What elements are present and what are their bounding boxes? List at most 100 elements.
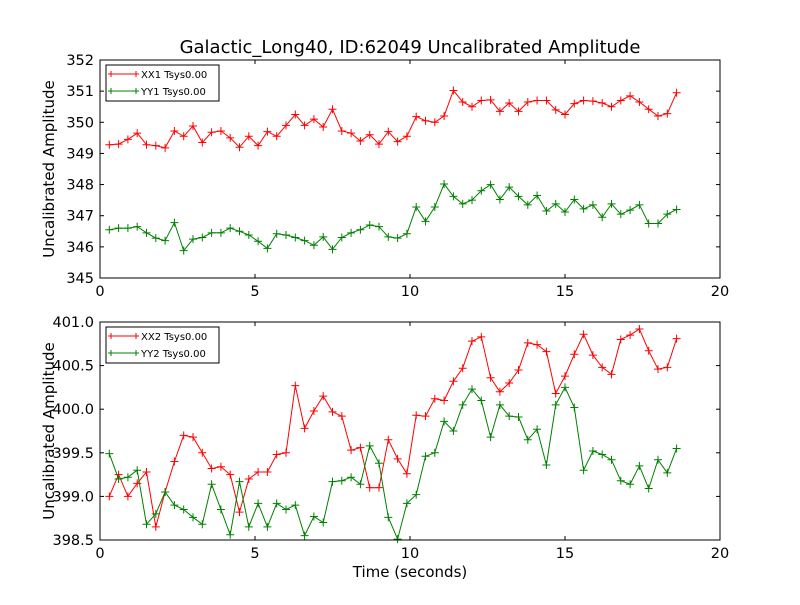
series-line-1 <box>108 328 678 528</box>
data-point-marker <box>551 199 560 208</box>
data-point-marker <box>468 385 476 394</box>
data-point-marker <box>663 109 672 118</box>
data-point-marker <box>393 454 402 463</box>
data-point-marker <box>161 236 170 245</box>
legend-box <box>105 64 220 102</box>
data-point-marker <box>514 107 523 116</box>
data-point-marker <box>375 222 383 231</box>
data-point-marker <box>672 88 681 97</box>
x-axis-label: Time (seconds) <box>352 563 468 581</box>
data-point-marker <box>272 132 281 141</box>
data-point-marker <box>412 202 421 211</box>
data-point-marker <box>356 136 365 145</box>
x-tick-label: 10 <box>401 284 419 300</box>
data-point-marker <box>588 447 597 456</box>
data-point-marker <box>421 412 430 421</box>
data-point-marker <box>300 424 309 433</box>
data-point-marker <box>254 467 263 476</box>
data-point-marker <box>505 98 514 107</box>
data-point-marker <box>216 228 225 237</box>
x-tick-label: 15 <box>556 546 574 562</box>
data-point-marker <box>282 121 290 130</box>
data-point-marker <box>105 225 114 234</box>
data-point-marker <box>272 229 281 238</box>
legend-swatch-marker <box>108 333 139 339</box>
data-point-marker <box>216 127 225 136</box>
data-point-marker <box>588 351 597 360</box>
y-tick-label: 345 <box>66 271 94 287</box>
x-tick-label: 0 <box>95 284 104 300</box>
data-point-marker <box>244 522 253 531</box>
data-point-marker <box>505 379 514 388</box>
x-tick-label: 15 <box>556 284 574 300</box>
data-point-marker <box>170 501 179 510</box>
data-point-marker <box>254 237 263 246</box>
legend-box <box>105 326 220 364</box>
data-point-marker <box>365 221 374 230</box>
data-point-marker <box>644 105 653 114</box>
data-point-marker <box>607 102 616 111</box>
data-point-marker <box>505 412 514 421</box>
data-point-marker <box>151 141 160 150</box>
data-point-marker <box>384 127 393 136</box>
y-axis-label: Uncalibrated Amplitude <box>40 80 58 257</box>
data-point-marker <box>588 97 597 106</box>
legend: XX2 Tsys0.00 YY2 Tsys0.00 <box>105 326 220 364</box>
data-point-marker <box>449 377 458 386</box>
data-point-marker <box>663 363 672 372</box>
data-point-marker <box>626 331 635 340</box>
data-point-marker <box>626 206 635 215</box>
data-point-marker <box>551 389 560 398</box>
data-point-marker <box>514 365 523 374</box>
data-point-marker <box>133 222 142 231</box>
y-axis-label: Uncalibrated Amplitude <box>40 342 58 519</box>
data-point-marker <box>189 513 197 522</box>
data-point-marker <box>421 217 430 226</box>
y-tick-label: 400.0 <box>52 402 94 418</box>
y-tick-label: 400.5 <box>52 359 94 375</box>
data-point-marker <box>384 435 393 444</box>
data-point-marker <box>226 133 235 142</box>
data-point-marker <box>189 433 197 442</box>
data-point-marker <box>309 406 318 415</box>
data-point-marker <box>309 241 318 250</box>
data-point-marker <box>207 228 216 237</box>
data-point-marker <box>189 235 197 244</box>
chart-title: Galactic_Long40, ID:62049 Uncalibrated A… <box>180 37 641 58</box>
legend-swatch-marker <box>108 350 139 356</box>
data-point-marker <box>663 468 672 477</box>
data-point-marker <box>375 483 383 492</box>
data-point-marker <box>142 228 151 237</box>
data-point-marker <box>598 363 607 372</box>
data-point-marker <box>272 450 281 459</box>
data-point-marker <box>384 513 393 522</box>
data-point-marker <box>486 433 495 442</box>
data-point-marker <box>375 140 383 149</box>
legend: XX1 Tsys0.00 YY1 Tsys0.00 <box>105 64 220 102</box>
data-point-marker <box>291 110 300 119</box>
data-point-marker <box>347 228 356 237</box>
data-point-marker <box>263 467 272 476</box>
data-point-marker <box>365 130 374 139</box>
data-point-marker <box>235 227 244 236</box>
data-point-marker <box>235 508 244 517</box>
data-point-marker <box>393 137 402 146</box>
data-point-marker <box>551 400 560 409</box>
data-point-marker <box>561 207 569 216</box>
data-point-marker <box>328 477 337 486</box>
data-point-marker <box>440 179 449 188</box>
data-point-marker <box>644 346 653 355</box>
data-point-marker <box>244 132 253 141</box>
data-point-marker <box>337 412 346 421</box>
data-point-marker <box>654 455 662 464</box>
y-tick-label: 398.5 <box>52 533 94 549</box>
series-line-2 <box>109 182 677 252</box>
data-point-marker <box>282 231 290 240</box>
data-point-marker <box>179 246 188 255</box>
data-point-marker <box>430 202 439 211</box>
legend-swatch-marker <box>108 71 139 77</box>
data-point-marker <box>170 457 179 466</box>
data-point-marker <box>486 95 495 104</box>
data-point-marker <box>226 470 235 479</box>
